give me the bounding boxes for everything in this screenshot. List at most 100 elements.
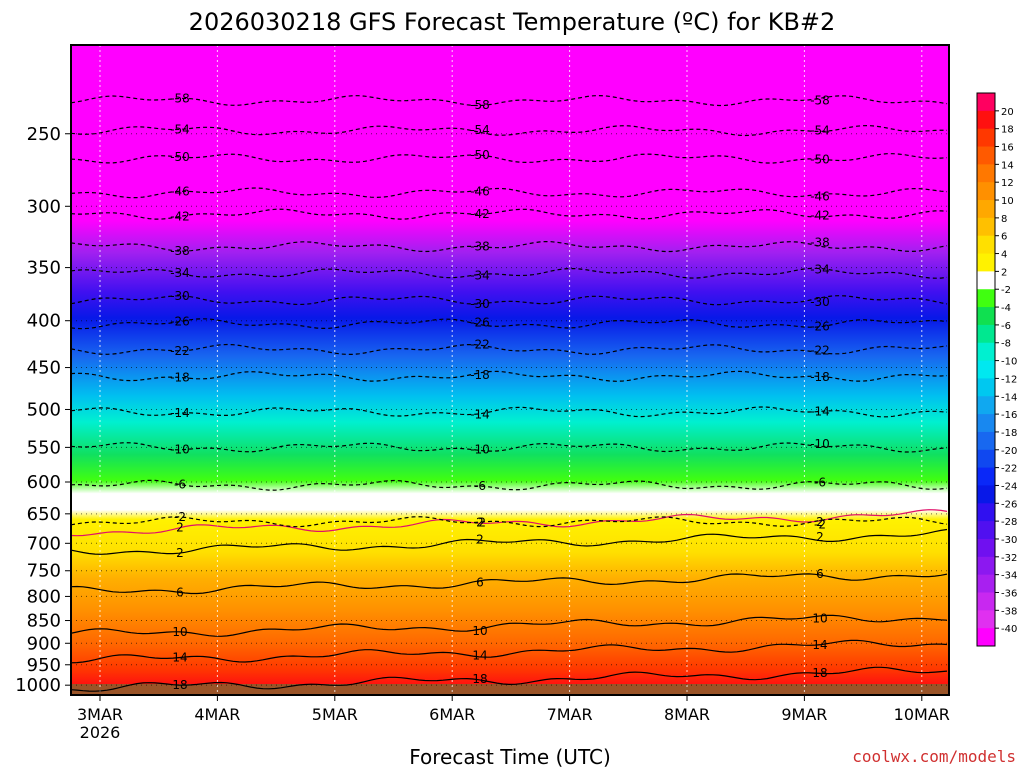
colorbar-label: -14 [1001, 392, 1017, 403]
isotherm-label: -10 [470, 442, 490, 456]
colorbar-label: -6 [1001, 321, 1011, 332]
isotherm-label: -54 [470, 123, 490, 137]
y-tick-label: 1000 [15, 675, 61, 696]
x-tick-label: 10MAR [894, 705, 950, 724]
colorbar-swatch [977, 253, 995, 272]
colorbar-label: -18 [1001, 428, 1017, 439]
isotherm-label: -30 [470, 297, 490, 311]
colorbar-label: -26 [1001, 499, 1017, 510]
colorbar-swatch [977, 592, 995, 611]
colorbar-swatch [977, 164, 995, 183]
isotherm-line [71, 479, 948, 491]
y-tick-label: 450 [27, 358, 61, 379]
colorbar-label: 6 [1001, 232, 1007, 243]
isotherm-label: -18 [470, 368, 490, 382]
colorbar-label: -32 [1001, 553, 1017, 564]
isotherm-label: -22 [810, 343, 830, 357]
isotherm-label: -26 [170, 315, 190, 329]
x-tick-label: 3MAR [77, 705, 123, 724]
colorbar-swatch [977, 628, 995, 647]
y-tick-label: 550 [27, 437, 61, 458]
y-tick-label: 350 [27, 258, 61, 279]
colorbar-label: -20 [1001, 446, 1017, 457]
colorbar-swatch [977, 324, 995, 344]
colorbar-label: -16 [1001, 410, 1017, 421]
colorbar-label: 4 [1001, 250, 1007, 261]
isotherm-line [71, 94, 948, 107]
isotherm-line [71, 240, 948, 253]
y-tick-label: 500 [27, 399, 61, 420]
colorbar-label: 18 [1001, 125, 1014, 136]
colorbar-label: -38 [1001, 606, 1017, 617]
isotherm-label: 10 [172, 625, 187, 639]
isotherm-label: 6 [176, 585, 184, 599]
colorbar-swatch [977, 360, 995, 379]
colorbar-label: -36 [1001, 588, 1017, 599]
isotherm-label: -22 [170, 344, 190, 358]
isotherm-label: -18 [170, 370, 190, 384]
isotherm-label: -18 [810, 370, 830, 384]
colorbar-swatch [977, 128, 995, 148]
x-axis-title: Forecast Time (UTC) [409, 745, 611, 768]
colorbar-label: -30 [1001, 535, 1017, 546]
isotherm-line [71, 187, 948, 199]
isotherm-label: -26 [470, 315, 490, 329]
isotherm-label: -42 [170, 209, 190, 223]
isotherm-line [71, 528, 948, 555]
colorbar-swatch [977, 503, 995, 522]
colorbar-swatch [977, 378, 995, 397]
isotherm-label: 6 [816, 567, 824, 581]
y-tick-label: 250 [27, 124, 61, 145]
colorbar-label: -24 [1001, 481, 1017, 492]
isotherm-label: 14 [472, 649, 487, 663]
colorbar-legend: 20 18 16 14 12 10 8 6 4 2 -2 -4 -6 -8 -10 -12 -14 -16 -18 -… [976, 92, 1017, 647]
colorbar-swatch [977, 521, 995, 540]
isotherm-label: -14 [810, 405, 830, 419]
isotherm-label: -46 [810, 189, 830, 203]
colorbar-swatch [977, 449, 995, 469]
isotherm-label: 2 [816, 515, 824, 529]
isotherm-line [71, 516, 948, 528]
isotherm-label: -54 [170, 122, 190, 136]
isotherm-line [71, 124, 948, 137]
chart-title: 2026030218 GFS Forecast Temperature (ºC)… [189, 8, 836, 36]
isotherm-label: -2 [474, 516, 486, 530]
y-tick-label: 650 [27, 504, 61, 525]
colorbar-swatch [977, 485, 995, 504]
x-axis-sublabel: 2026 [80, 723, 121, 742]
colorbar-swatch [977, 93, 995, 112]
isotherm-label: 14 [172, 650, 187, 664]
isotherm-line [71, 666, 948, 692]
colorbar-label: -10 [1001, 357, 1017, 368]
x-tick-label: 9MAR [781, 705, 827, 724]
isotherm-label: 18 [172, 678, 187, 692]
y-tick-label: 700 [27, 533, 61, 554]
colorbar-label: -22 [1001, 464, 1017, 475]
isotherm-line [71, 509, 948, 537]
colorbar-swatch [977, 200, 995, 219]
isotherm-label: -10 [810, 437, 830, 451]
isotherm-label: -2 [174, 510, 186, 524]
colorbar-swatch [977, 538, 995, 558]
isotherm-label: -46 [170, 184, 190, 198]
credit-link[interactable]: coolwx.com/models [852, 747, 1016, 766]
colorbar-swatch [977, 431, 995, 451]
isotherm-label: 2 [816, 530, 824, 544]
isotherm-label: -58 [810, 93, 830, 107]
isotherm-label: -14 [170, 406, 190, 420]
y-tick-label: 600 [27, 472, 61, 493]
colorbar-swatch [977, 289, 995, 308]
isotherm-label: 2 [476, 515, 484, 529]
colorbar-label: 20 [1001, 107, 1014, 118]
isotherm-line [71, 614, 948, 637]
colorbar-swatch [977, 610, 995, 629]
isotherm-label: -34 [810, 263, 830, 277]
colorbar-swatch [977, 235, 995, 255]
isotherm-label: -50 [810, 153, 830, 167]
isotherm-label: -58 [470, 98, 490, 112]
isotherm-line [71, 208, 948, 220]
isotherm-line [71, 639, 948, 664]
